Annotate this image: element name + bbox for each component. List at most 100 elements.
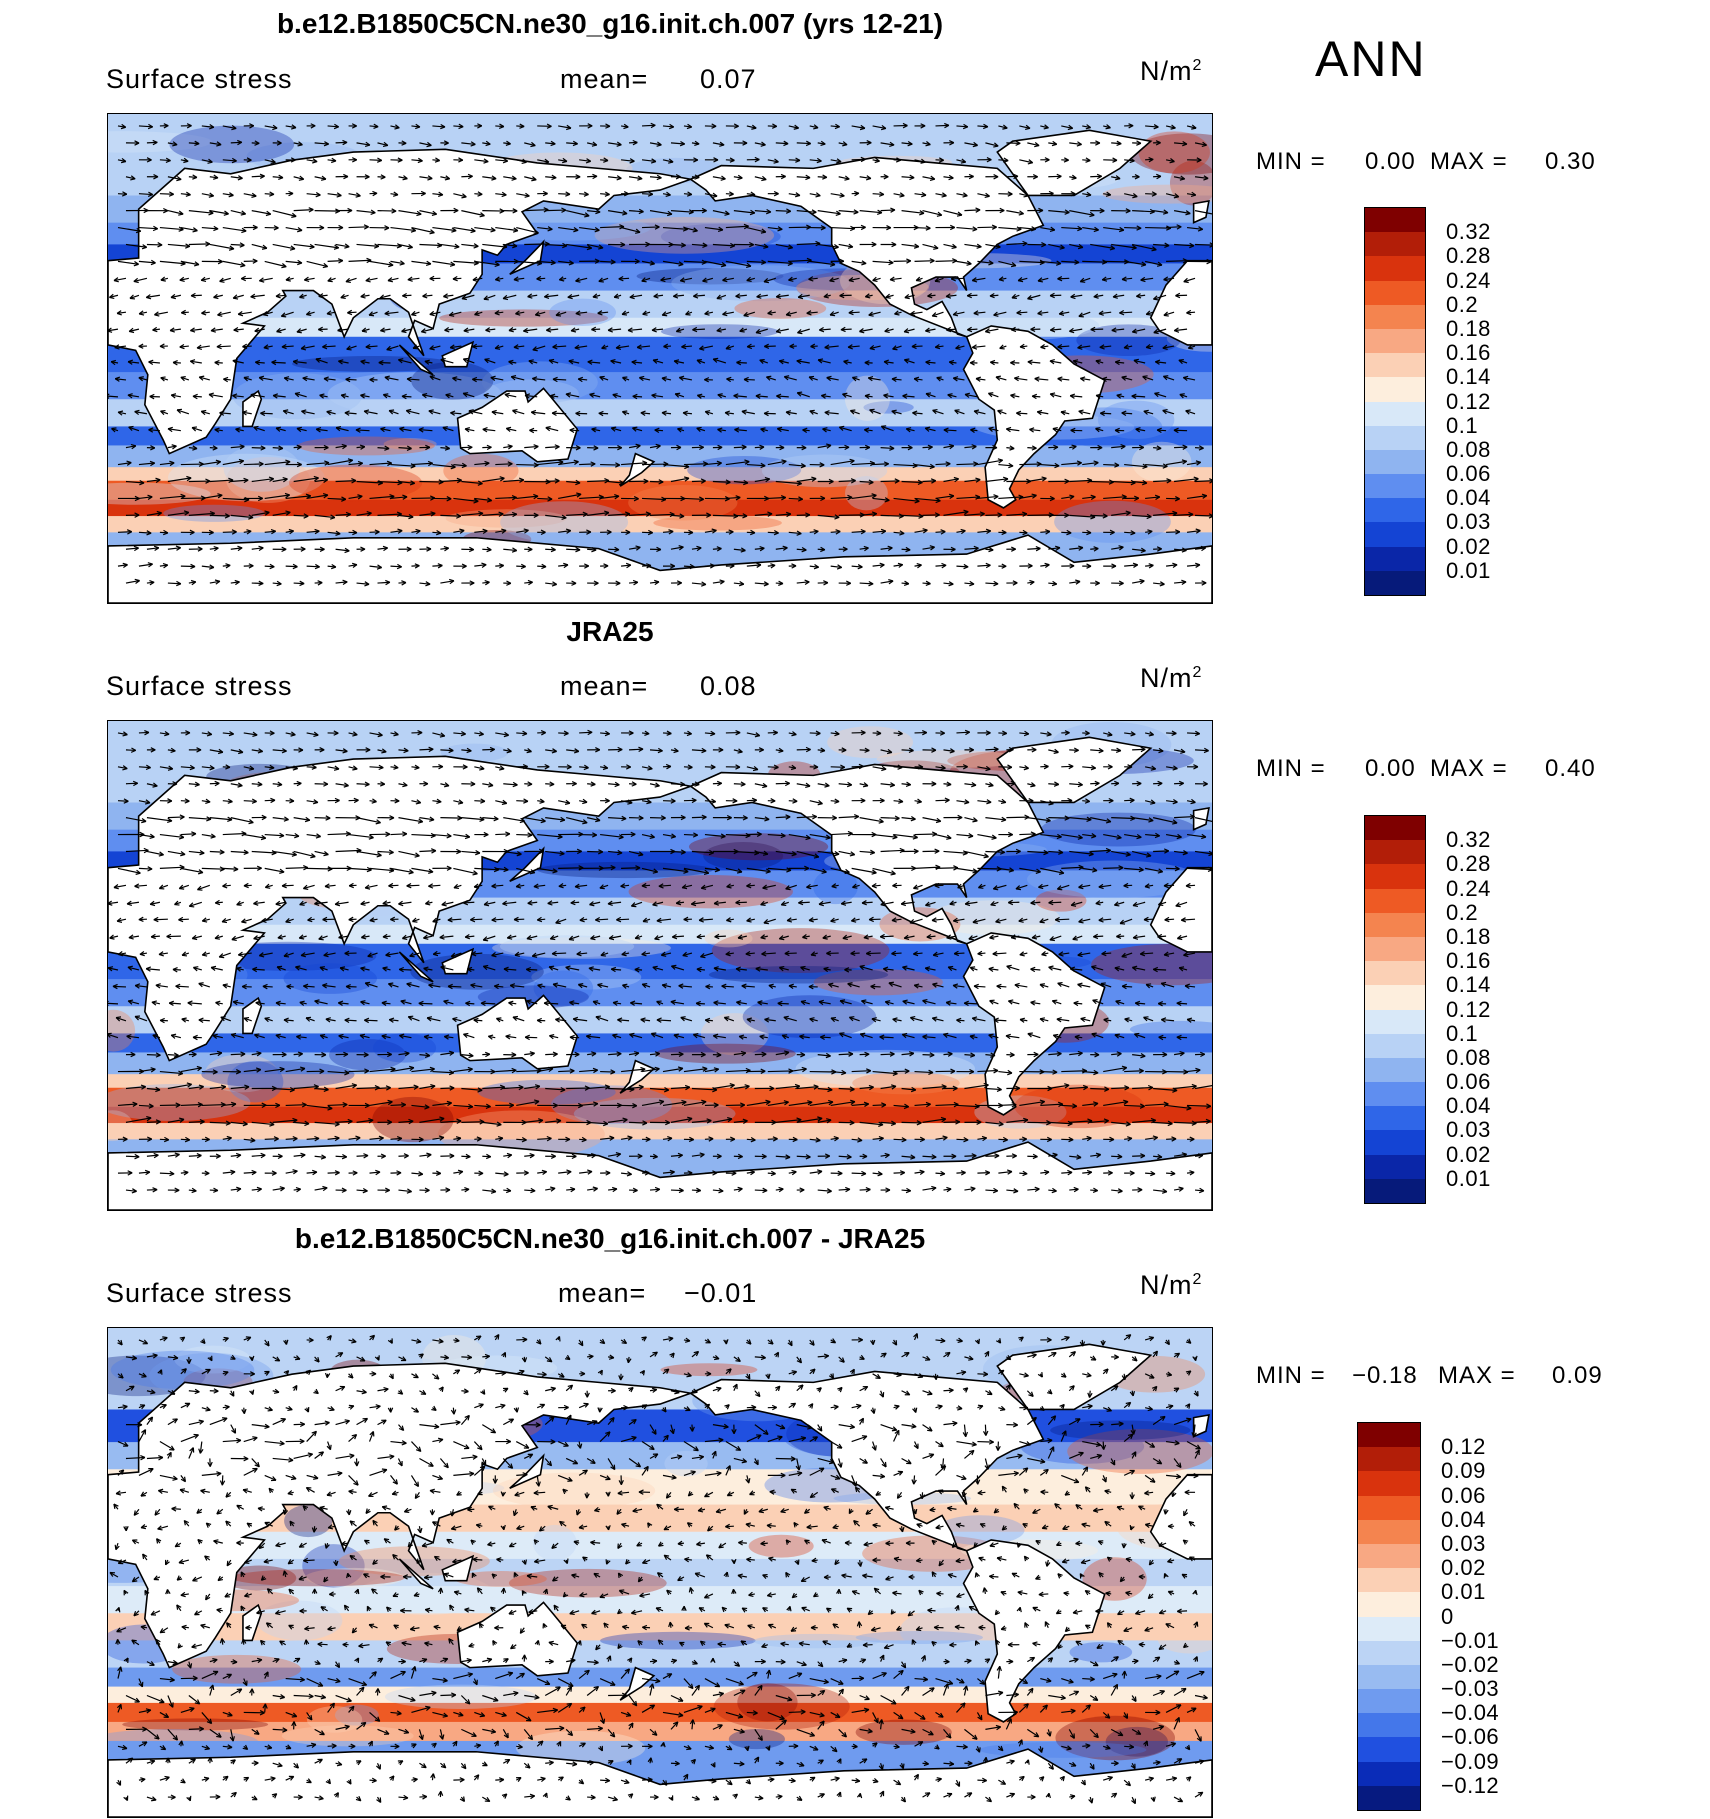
- colorbar-swatch: [1358, 1423, 1420, 1448]
- colorbar-tick-label: 0.24: [1446, 875, 1491, 901]
- panel3-field-label: Surface stress: [106, 1278, 293, 1308]
- colorbar-swatch: [1358, 1713, 1420, 1738]
- colorbar-swatch: [1358, 1519, 1420, 1544]
- panel2-colorbar: [1364, 815, 1426, 1204]
- colorbar-swatch: [1365, 401, 1425, 426]
- colorbar-swatch: [1365, 912, 1425, 937]
- colorbar-swatch: [1358, 1592, 1420, 1617]
- colorbar-tick-label: 0.04: [1446, 485, 1491, 511]
- panel1-colorbar: [1364, 207, 1426, 596]
- colorbar-swatch: [1365, 474, 1425, 499]
- colorbar-tick-label: 0.16: [1446, 340, 1491, 366]
- colorbar-swatch: [1358, 1495, 1420, 1520]
- colorbar-swatch: [1365, 353, 1425, 378]
- panel2-units: N/m2: [1140, 663, 1203, 693]
- colorbar-tick-label: 0.04: [1446, 1093, 1491, 1119]
- colorbar-swatch: [1365, 1009, 1425, 1034]
- colorbar-tick-label: −0.09: [1441, 1748, 1500, 1774]
- colorbar-swatch: [1358, 1471, 1420, 1496]
- colorbar-tick-label: −0.01: [1441, 1627, 1500, 1653]
- panel3-map: [107, 1327, 1213, 1818]
- colorbar-swatch: [1365, 961, 1425, 986]
- panel3-units: N/m2: [1140, 1270, 1203, 1300]
- colorbar-tick-label: 0.01: [1446, 1165, 1491, 1191]
- colorbar-tick-label: 0.12: [1446, 388, 1491, 414]
- colorbar-swatch: [1365, 1178, 1425, 1203]
- panel2-title: JRA25: [566, 616, 654, 647]
- panel2-map: [107, 720, 1213, 1211]
- colorbar-swatch: [1365, 816, 1425, 841]
- panel1-max-value: 0.30: [1545, 148, 1596, 175]
- colorbar-swatch: [1365, 304, 1425, 329]
- colorbar-swatch: [1365, 280, 1425, 305]
- colorbar-swatch: [1358, 1568, 1420, 1593]
- colorbar-swatch: [1358, 1616, 1420, 1641]
- colorbar-swatch: [1365, 570, 1425, 595]
- colorbar-swatch: [1358, 1761, 1420, 1786]
- colorbar-tick-label: 0.2: [1446, 899, 1479, 925]
- colorbar-tick-label: 0.09: [1441, 1458, 1486, 1484]
- colorbar-tick-label: 0.08: [1446, 436, 1491, 462]
- colorbar-tick-label: 0: [1441, 1603, 1454, 1629]
- colorbar-tick-label: −0.06: [1441, 1724, 1500, 1750]
- colorbar-tick-label: −0.12: [1441, 1772, 1500, 1798]
- colorbar-tick-label: 0.04: [1441, 1506, 1486, 1532]
- colorbar-swatch: [1365, 1130, 1425, 1155]
- colorbar-swatch: [1358, 1640, 1420, 1665]
- panel1-map: [107, 113, 1213, 604]
- colorbar-swatch: [1365, 1033, 1425, 1058]
- panel2-field-label: Surface stress: [106, 671, 293, 701]
- colorbar-tick-label: −0.02: [1441, 1651, 1500, 1677]
- colorbar-tick-label: 0.2: [1446, 291, 1479, 317]
- panel3-min-value: −0.18: [1352, 1362, 1418, 1389]
- panel3-colorbar: [1357, 1422, 1421, 1811]
- panel1-units: N/m2: [1140, 56, 1203, 86]
- colorbar-tick-label: 0.03: [1446, 1117, 1491, 1143]
- colorbar-tick-label: 0.32: [1446, 827, 1491, 853]
- colorbar-swatch: [1365, 449, 1425, 475]
- colorbar-swatch: [1365, 1057, 1425, 1083]
- colorbar-swatch: [1358, 1689, 1420, 1714]
- colorbar-tick-label: 0.1: [1446, 1020, 1479, 1046]
- colorbar-tick-label: 0.06: [1441, 1482, 1486, 1508]
- colorbar-swatch: [1365, 1154, 1425, 1179]
- colorbar-swatch: [1365, 208, 1425, 233]
- colorbar-tick-label: −0.04: [1441, 1700, 1500, 1726]
- colorbar-tick-label: 0.14: [1446, 972, 1491, 998]
- colorbar-tick-label: 0.1: [1446, 412, 1479, 438]
- panel3-title: b.e12.B1850C5CN.ne30_g16.init.ch.007 - J…: [294, 1223, 926, 1254]
- colorbar-swatch: [1365, 256, 1425, 281]
- colorbar-tick-label: 0.32: [1446, 219, 1491, 245]
- panel1-field-label: Surface stress: [106, 64, 293, 94]
- colorbar-tick-label: 0.18: [1446, 923, 1491, 949]
- colorbar-tick-label: 0.03: [1446, 509, 1491, 535]
- colorbar-swatch: [1358, 1543, 1420, 1569]
- colorbar-tick-label: 0.14: [1446, 364, 1491, 390]
- panel1-max-label: MAX =: [1430, 148, 1508, 175]
- colorbar-swatch: [1365, 840, 1425, 865]
- colorbar-tick-label: 0.02: [1446, 1141, 1491, 1167]
- colorbar-swatch: [1365, 546, 1425, 571]
- colorbar-tick-label: 0.03: [1441, 1530, 1486, 1556]
- colorbar-tick-label: 0.02: [1441, 1555, 1486, 1581]
- panel3-min-label: MIN =: [1256, 1362, 1326, 1389]
- panel2-max-label: MAX =: [1430, 755, 1508, 782]
- panel2-mean-value: 0.08: [700, 671, 757, 701]
- panel2-min-label: MIN =: [1256, 755, 1326, 782]
- panel3-mean-value: −0.01: [684, 1278, 758, 1308]
- colorbar-swatch: [1365, 425, 1425, 450]
- panel1-title: b.e12.B1850C5CN.ne30_g16.init.ch.007 (yr…: [276, 8, 944, 39]
- panel2-min-value: 0.00: [1365, 755, 1416, 782]
- panel3-max-value: 0.09: [1552, 1362, 1603, 1389]
- colorbar-swatch: [1358, 1737, 1420, 1762]
- colorbar-swatch: [1365, 888, 1425, 913]
- colorbar-swatch: [1365, 328, 1425, 354]
- colorbar-tick-label: 0.18: [1446, 315, 1491, 341]
- colorbar-tick-label: 0.06: [1446, 461, 1491, 487]
- panel1-min-value: 0.00: [1365, 148, 1416, 175]
- colorbar-tick-label: −0.03: [1441, 1676, 1500, 1702]
- colorbar-tick-label: 0.28: [1446, 851, 1491, 877]
- panel3-mean-label: mean=: [558, 1278, 647, 1308]
- panel3-max-label: MAX =: [1438, 1362, 1516, 1389]
- colorbar-tick-label: 0.06: [1446, 1069, 1491, 1095]
